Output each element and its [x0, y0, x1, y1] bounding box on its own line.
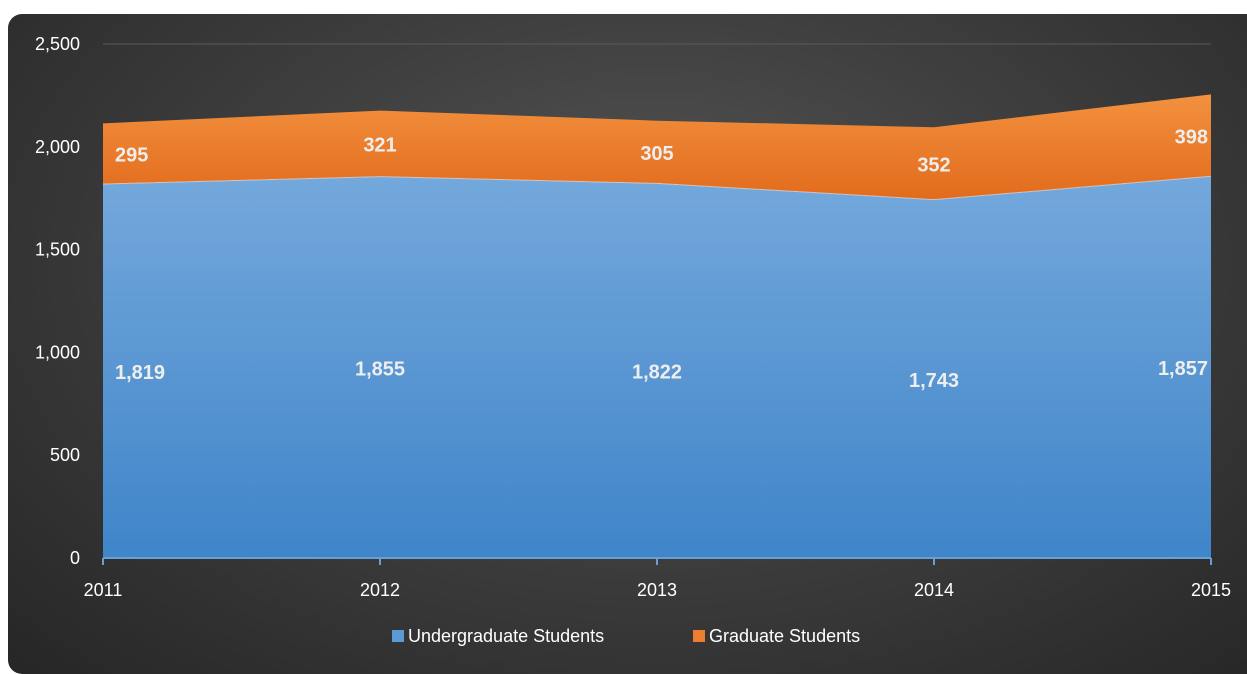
x-tick-label: 2015 [1191, 580, 1231, 600]
legend-label-graduate-students: Graduate Students [709, 626, 860, 646]
y-tick-label: 500 [50, 445, 80, 465]
data-label-undergraduate: 1,822 [632, 362, 682, 384]
y-tick-label: 2,000 [35, 137, 80, 157]
data-labels: 1,819 1,855 1,822 1,743 1,857 295 321 305 352 398 [115, 126, 1208, 392]
data-label-graduate: 352 [917, 154, 950, 176]
data-label-undergraduate: 1,743 [909, 370, 959, 392]
data-label-undergraduate: 1,855 [355, 358, 405, 380]
x-tick-label: 2014 [914, 580, 954, 600]
area-chart: 0 500 1,000 1,500 2,000 2,500 2011 2012 2013 2014… [35, 34, 1231, 646]
axes: 0 500 1,000 1,500 2,000 2,500 2011 2012 2013 2014… [35, 34, 1231, 600]
y-tick-label: 2,500 [35, 34, 80, 54]
area-graduate-students [103, 94, 1211, 200]
data-label-graduate: 398 [1175, 126, 1208, 148]
chart-panel: 0 500 1,000 1,500 2,000 2,500 2011 2012 2013 2014… [8, 14, 1247, 674]
data-label-graduate: 295 [115, 145, 148, 167]
y-tick-label: 1,000 [35, 342, 80, 362]
data-label-undergraduate: 1,819 [115, 362, 165, 384]
x-tick-label: 2012 [360, 580, 400, 600]
legend-swatch-graduate-students [693, 630, 705, 642]
data-label-graduate: 321 [363, 135, 396, 157]
x-tick-label: 2011 [84, 580, 123, 600]
area-undergraduate-students [103, 176, 1211, 558]
y-tick-label: 1,500 [35, 240, 80, 260]
legend: Undergraduate Students Graduate Students [392, 626, 860, 646]
data-label-undergraduate: 1,857 [1158, 358, 1208, 380]
area-series [102, 94, 1212, 558]
y-tick-label: 0 [70, 548, 80, 568]
legend-swatch-undergraduate-students [392, 630, 404, 642]
data-label-graduate: 305 [640, 143, 673, 165]
legend-label-undergraduate-students: Undergraduate Students [408, 626, 604, 646]
x-tick-label: 2013 [637, 580, 677, 600]
series-boundary-line [102, 175, 1212, 201]
